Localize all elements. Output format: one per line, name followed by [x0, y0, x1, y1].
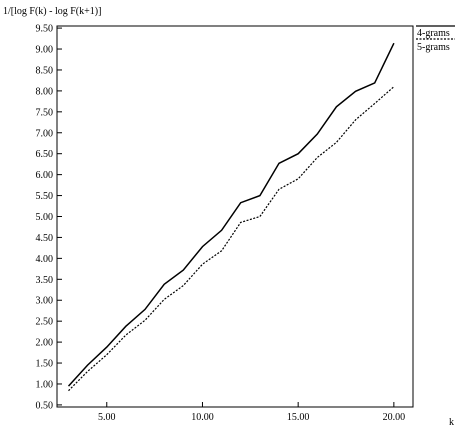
- y-axis: 0.50 1.00 1.50 2.00 2.50 3.00 3.50 4.00 4.50 5.00…: [36, 24, 62, 411]
- y-tick-label: 2.50: [36, 317, 54, 328]
- series-layer: [67, 42, 395, 392]
- x-tick-label: 5.00: [98, 412, 116, 423]
- y-tick-label: 5.50: [36, 191, 54, 202]
- x-tick-label: 20.00: [383, 412, 406, 423]
- x-axis-title: k: [449, 417, 454, 428]
- y-tick-label: 7.50: [36, 107, 54, 118]
- y-tick-label: 4.50: [36, 233, 54, 244]
- x-tick-label: 15.00: [287, 412, 310, 423]
- x-axis: 5.00 10.00 15.00 20.00: [98, 402, 405, 423]
- y-tick-label: 9.50: [36, 24, 54, 35]
- legend-label: 5-grams: [417, 42, 450, 53]
- x-tick-label: 10.00: [191, 412, 214, 423]
- y-axis-title: 1/[log F(k) - log F(k+1)]: [3, 6, 101, 17]
- y-tick-label: 3.50: [36, 275, 54, 286]
- y-tick-label: 5.00: [36, 212, 54, 223]
- legend: 4-grams 5-grams: [416, 25, 455, 53]
- y-tick-label: 7.00: [36, 128, 54, 139]
- legend-label: 4-grams: [417, 28, 450, 39]
- y-tick-label: 6.00: [36, 170, 54, 181]
- y-tick-label: 0.50: [36, 400, 54, 411]
- plot-frame: [56, 25, 414, 408]
- y-tick-label: 1.50: [36, 359, 54, 370]
- y-tick-label: 1.00: [36, 379, 54, 390]
- y-tick-label: 8.00: [36, 86, 54, 97]
- y-tick-label: 9.00: [36, 45, 54, 56]
- series-line-5-grams: [68, 86, 395, 392]
- y-tick-label: 3.00: [36, 296, 54, 307]
- y-tick-label: 4.00: [36, 254, 54, 265]
- y-tick-label: 6.50: [36, 149, 54, 160]
- series-line-4-grams: [67, 42, 395, 387]
- y-tick-label: 8.50: [36, 65, 54, 76]
- y-tick-label: 2.00: [36, 338, 54, 349]
